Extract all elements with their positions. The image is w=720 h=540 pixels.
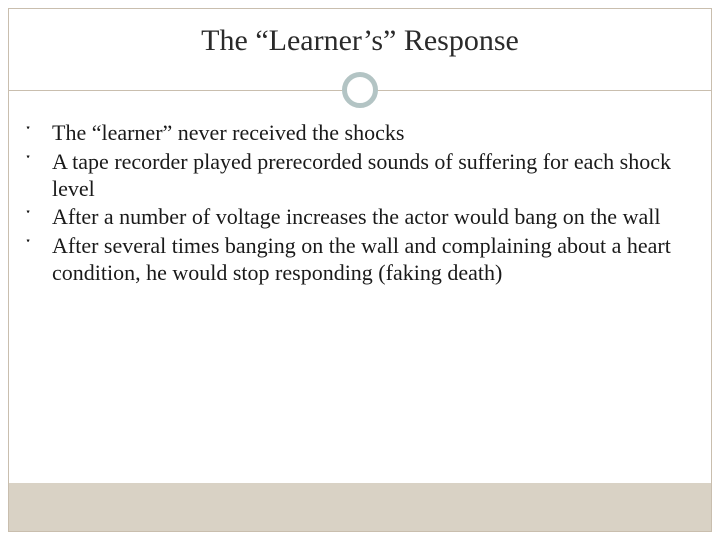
bullet-marker-icon: ་ <box>26 122 52 146</box>
title-circle-ornament <box>342 72 378 108</box>
bullet-text: After a number of voltage increases the … <box>52 204 660 229</box>
slide-title: The “Learner’s” Response <box>0 24 720 58</box>
bullet-text: After several times banging on the wall … <box>52 233 671 285</box>
bullet-item: ་After several times banging on the wall… <box>26 233 694 287</box>
bullet-text: A tape recorder played prerecorded sound… <box>52 149 671 201</box>
bullet-marker-icon: ་ <box>26 151 52 175</box>
slide: The “Learner’s” Response ་The “learner” … <box>0 0 720 540</box>
bullet-marker-icon: ་ <box>26 235 52 259</box>
bullet-item: ་The “learner” never received the shocks <box>26 120 694 147</box>
content-area: ་The “learner” never received the shocks… <box>26 120 694 289</box>
bullet-marker-icon: ་ <box>26 206 52 230</box>
bullet-item: ་After a number of voltage increases the… <box>26 204 694 231</box>
bullet-text: The “learner” never received the shocks <box>52 120 404 145</box>
footer-band <box>9 483 711 531</box>
bullet-item: ་A tape recorder played prerecorded soun… <box>26 149 694 203</box>
